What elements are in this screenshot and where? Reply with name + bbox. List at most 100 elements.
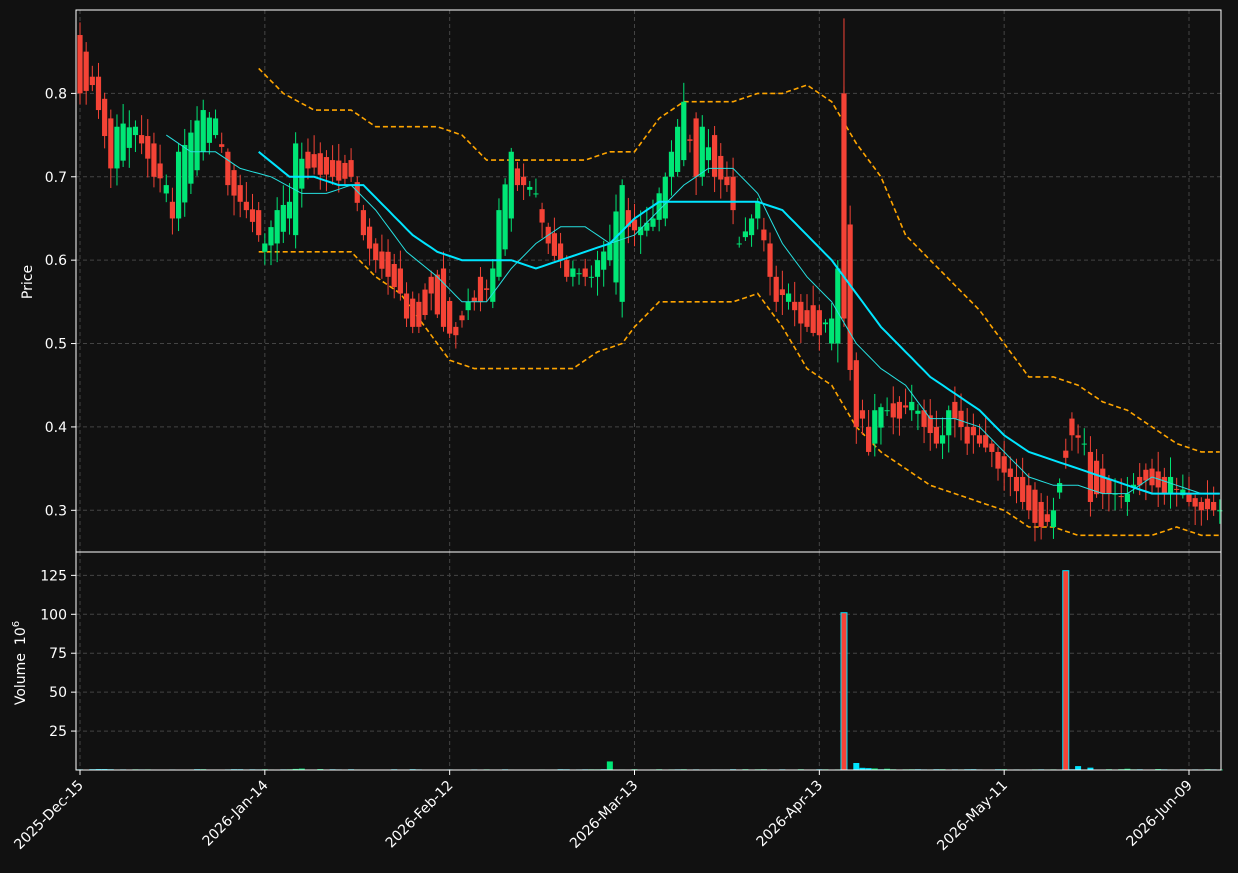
candle-122 <box>829 302 835 351</box>
candle-11 <box>145 119 151 178</box>
candle-182 <box>1198 497 1204 526</box>
candle-body-66 <box>484 288 490 290</box>
candle-157 <box>1044 495 1050 527</box>
candle-body-15 <box>169 201 176 219</box>
candle-79 <box>564 255 570 282</box>
candle-102 <box>705 129 712 174</box>
candle-body-132 <box>890 403 896 418</box>
candle-body-57 <box>428 276 434 294</box>
candle-103 <box>711 126 718 193</box>
candle-19 <box>194 106 200 176</box>
candle-body-89 <box>625 210 631 227</box>
candle-143 <box>958 393 964 441</box>
candle-body-42 <box>336 160 342 181</box>
candle-body-145 <box>970 426 976 436</box>
candle-body-44 <box>348 160 354 177</box>
candle-168 <box>1112 478 1118 511</box>
candle-body-1 <box>83 51 89 91</box>
candle-91 <box>638 210 644 254</box>
candle-body-167 <box>1106 478 1112 494</box>
candle-body-92 <box>644 222 650 231</box>
candle-body-137 <box>921 410 927 427</box>
candle-body-10 <box>139 135 145 144</box>
candle-body-83 <box>588 276 594 278</box>
candle-12 <box>151 132 157 188</box>
candle-119 <box>810 285 816 337</box>
candle-body-106 <box>730 176 736 211</box>
candle-120 <box>816 305 822 351</box>
candle-body-108 <box>742 231 748 238</box>
candle-132 <box>890 386 896 435</box>
candle-body-179 <box>1180 489 1186 496</box>
candle-166 <box>1100 454 1106 510</box>
candle-body-4 <box>102 98 108 137</box>
candle-body-74 <box>533 193 539 195</box>
candle-body-171 <box>1130 484 1137 488</box>
candle-58 <box>434 269 440 319</box>
candle-body-41 <box>330 160 336 177</box>
candle-40 <box>323 150 330 192</box>
volume-axis-label: Volume 106 <box>11 621 29 705</box>
candle-body-22 <box>212 118 219 136</box>
candle-115 <box>785 283 792 310</box>
candle-body-56 <box>422 289 428 316</box>
candle-body-140 <box>939 435 946 444</box>
candle-body-24 <box>225 151 231 186</box>
candle-body-142 <box>952 401 958 419</box>
candle-body-62 <box>459 315 465 321</box>
volume-grid <box>76 552 1221 770</box>
candle-171 <box>1130 473 1137 494</box>
candle-2 <box>89 65 95 92</box>
candle-161 <box>1069 412 1075 451</box>
candle-140 <box>939 417 946 459</box>
candle-body-3 <box>95 76 102 111</box>
candle-142 <box>952 386 958 438</box>
candle-43 <box>342 154 348 185</box>
candle-87 <box>613 194 619 295</box>
candle-body-96 <box>668 151 675 177</box>
candle-6 <box>114 114 120 186</box>
candle-body-134 <box>902 405 909 408</box>
candle-57 <box>428 270 434 311</box>
candle-5 <box>108 109 114 188</box>
candle-69 <box>502 178 508 256</box>
candle-body-5 <box>108 118 114 169</box>
candle-body-45 <box>354 182 360 203</box>
candle-body-12 <box>151 143 157 177</box>
candle-body-163 <box>1081 443 1087 445</box>
candle-8 <box>126 110 132 168</box>
candle-60 <box>447 297 453 339</box>
candle-body-115 <box>785 293 792 302</box>
candle-body-28 <box>249 209 256 222</box>
candle-34 <box>286 183 293 235</box>
candle-97 <box>675 119 681 177</box>
candle-81 <box>576 268 582 285</box>
candle-68 <box>496 198 502 281</box>
candle-128 <box>866 410 872 456</box>
candle-110 <box>755 197 761 230</box>
candle-body-141 <box>946 410 952 436</box>
candle-107 <box>736 236 742 248</box>
candle-22 <box>212 109 219 139</box>
candle-1 <box>83 42 89 105</box>
candle-112 <box>767 232 773 296</box>
candle-126 <box>853 352 859 444</box>
candle-body-43 <box>342 162 348 179</box>
candle-116 <box>792 281 798 327</box>
candle-body-103 <box>711 135 718 177</box>
candle-98 <box>681 82 687 167</box>
candle-body-99 <box>687 139 693 141</box>
candle-100 <box>693 112 699 196</box>
candle-body-129 <box>872 410 878 444</box>
candle-14 <box>163 174 169 203</box>
candle-body-64 <box>471 297 477 302</box>
candle-113 <box>773 265 779 312</box>
candle-body-0 <box>77 35 83 94</box>
candle-body-107 <box>736 243 742 245</box>
candle-15 <box>169 187 176 235</box>
candle-body-181 <box>1192 498 1198 507</box>
candle-147 <box>983 416 989 453</box>
candle-body-98 <box>681 101 687 161</box>
candle-183 <box>1204 480 1211 521</box>
candle-104 <box>718 143 724 199</box>
